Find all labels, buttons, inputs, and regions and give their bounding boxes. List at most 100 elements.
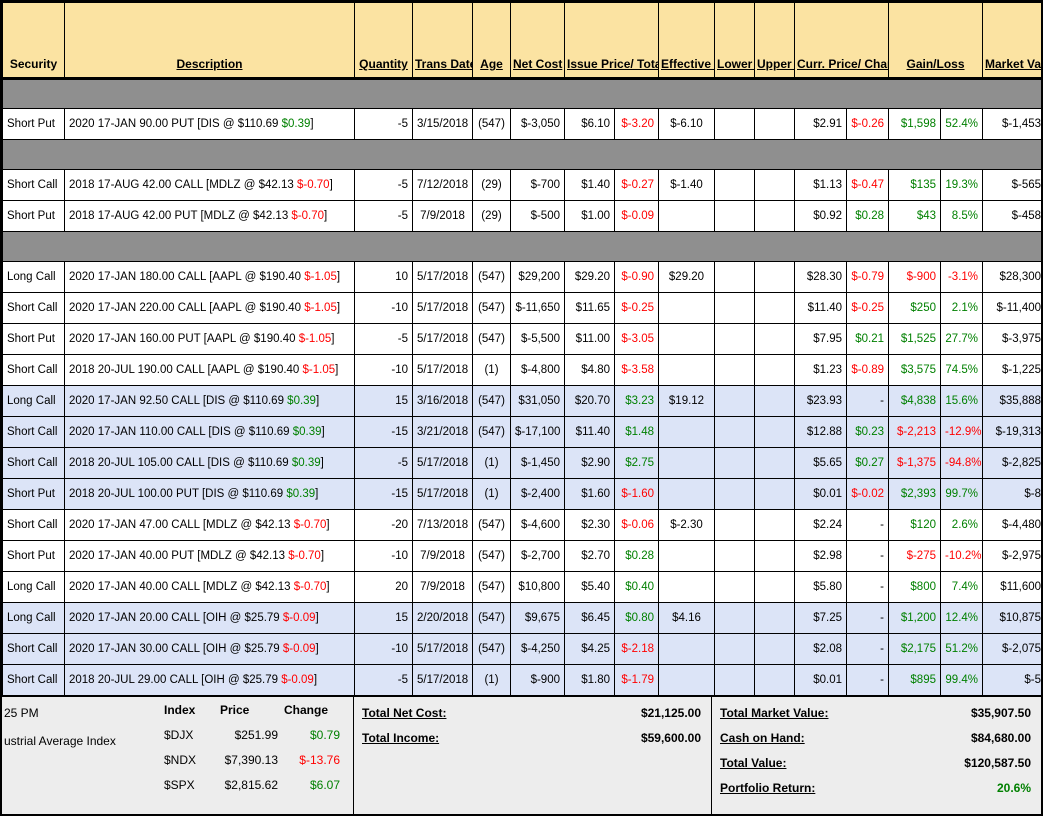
change-today-cell: $0.23	[846, 416, 889, 448]
trans-date-cell: 3/15/2018	[412, 108, 473, 140]
quantity-cell: -5	[354, 323, 413, 355]
curr-price-cell: $12.88	[794, 416, 847, 448]
net-cost-cell: $-900	[510, 664, 565, 696]
total-change-cell: $-2.18	[614, 633, 659, 665]
cost-summary-section: Total Net Cost: $21,125.00 Total Income:…	[354, 697, 712, 814]
position-row[interactable]: Short Call 2020 17-JAN 110.00 CALL [DIS …	[2, 416, 1041, 448]
effective-cost-cell: $-6.10	[658, 108, 715, 140]
lower-stop-limit-cell	[714, 509, 755, 541]
change-today-cell: $-0.25	[846, 292, 889, 324]
total-value-label: Total Value:	[720, 756, 787, 770]
position-row[interactable]: Short Call 2020 17-JAN 47.00 CALL [MDLZ …	[2, 509, 1041, 541]
position-row[interactable]: Short Put 2020 17-JAN 90.00 PUT [DIS @ $…	[2, 108, 1041, 140]
effective-cost-cell	[658, 571, 715, 603]
gain-pct-cell: 52.4%	[939, 108, 984, 140]
position-row[interactable]: Long Call 2020 17-JAN 40.00 CALL [MDLZ @…	[2, 571, 1041, 603]
age-cell: (547)	[472, 292, 511, 324]
col-header-effective-cost: Effective Cost /Shr	[658, 2, 715, 80]
curr-price-cell: $2.91	[794, 108, 847, 140]
description-cell: 2018 20-JUL 100.00 PUT [DIS @ $110.69 $0…	[64, 478, 355, 510]
total-income-value: $59,600.00	[640, 731, 701, 745]
change-today-cell: -	[846, 571, 889, 603]
market-value-cell: $-3,975	[982, 323, 1041, 355]
description-text: 2018 20-JUL 190.00 CALL [AAPL @ $190.40	[69, 364, 303, 376]
total-change-cell: $0.28	[614, 540, 659, 572]
gain-cell: $3,575	[888, 354, 941, 386]
portfolio-return-label: Portfolio Return:	[720, 781, 816, 795]
description-text: 2018 20-JUL 29.00 CALL [OIH @ $25.79	[69, 674, 282, 686]
upper-stop-limit-cell	[754, 323, 795, 355]
issue-price-cell: $1.60	[564, 478, 615, 510]
change-today-cell: $-0.26	[846, 108, 889, 140]
change-today-cell: -	[846, 509, 889, 541]
total-change-cell: $1.48	[614, 416, 659, 448]
description-text: 2018 20-JUL 105.00 CALL [DIS @ $110.69	[69, 457, 292, 469]
lower-stop-limit-cell	[714, 261, 755, 293]
position-row[interactable]: Long Call 2020 17-JAN 180.00 CALL [AAPL …	[2, 261, 1041, 293]
trans-date-cell: 3/16/2018	[412, 385, 473, 417]
position-row[interactable]: Short Put 2018 20-JUL 100.00 PUT [DIS @ …	[2, 478, 1041, 510]
net-cost-cell: $-2,400	[510, 478, 565, 510]
description-close-bracket: ]	[321, 426, 325, 438]
upper-stop-limit-cell	[754, 108, 795, 140]
age-cell: (547)	[472, 633, 511, 665]
total-change-cell: $0.40	[614, 571, 659, 603]
curr-price-cell: $1.13	[794, 169, 847, 201]
gain-pct-cell: 99.4%	[939, 664, 984, 696]
description-text: 2020 17-JAN 92.50 CALL [DIS @ $110.69	[69, 395, 288, 407]
upper-stop-limit-cell	[754, 447, 795, 479]
underlying-change-value: $0.39	[292, 426, 322, 438]
position-row[interactable]: Short Call 2018 20-JUL 29.00 CALL [OIH @…	[2, 664, 1041, 696]
total-change-cell: $-3.20	[614, 108, 659, 140]
position-row[interactable]: Long Call 2020 17-JAN 92.50 CALL [DIS @ …	[2, 385, 1041, 417]
change-today-cell: -	[846, 633, 889, 665]
change-today-cell: $0.28	[846, 200, 889, 232]
gain-cell: $135	[888, 169, 941, 201]
net-cost-cell: $29,200	[510, 261, 565, 293]
index-symbol: $NDX	[164, 753, 197, 767]
security-cell: Long Call	[2, 261, 65, 293]
position-row[interactable]: Short Put 2020 17-JAN 40.00 PUT [MDLZ @ …	[2, 540, 1041, 572]
description-text: 2020 17-JAN 40.00 CALL [MDLZ @ $42.13	[69, 581, 294, 593]
description-cell: 2020 17-JAN 180.00 CALL [AAPL @ $190.40 …	[64, 261, 355, 293]
issue-price-cell: $2.70	[564, 540, 615, 572]
effective-cost-cell	[658, 292, 715, 324]
gain-pct-cell: 74.5%	[939, 354, 984, 386]
issue-price-cell: $11.65	[564, 292, 615, 324]
cash-on-hand-value: $84,680.00	[970, 731, 1031, 745]
description-text: 2018 17-AUG 42.00 PUT [MDLZ @ $42.13	[69, 210, 292, 222]
description-text: 2020 17-JAN 90.00 PUT [DIS @ $110.69	[69, 118, 282, 130]
curr-price-cell: $23.93	[794, 385, 847, 417]
net-cost-cell: $-4,250	[510, 633, 565, 665]
curr-price-cell: $2.24	[794, 509, 847, 541]
description-cell: 2018 17-AUG 42.00 CALL [MDLZ @ $42.13 $-…	[64, 169, 355, 201]
position-row[interactable]: Short Call 2018 17-AUG 42.00 CALL [MDLZ …	[2, 169, 1041, 201]
description-close-bracket: ]	[326, 519, 330, 531]
effective-cost-cell: $29.20	[658, 261, 715, 293]
gain-pct-cell: 7.4%	[939, 571, 984, 603]
quantity-cell: -15	[354, 478, 413, 510]
age-cell: (547)	[472, 416, 511, 448]
change-today-cell: $0.21	[846, 323, 889, 355]
lower-stop-limit-cell	[714, 292, 755, 324]
gain-cell: $120	[888, 509, 941, 541]
age-cell: (29)	[472, 200, 511, 232]
position-row[interactable]: Short Put 2018 17-AUG 42.00 PUT [MDLZ @ …	[2, 200, 1041, 232]
position-row[interactable]: Short Call 2020 17-JAN 30.00 CALL [OIH @…	[2, 633, 1041, 665]
col-header-market-value: Market Value	[982, 2, 1041, 80]
index-change: $0.79	[309, 728, 340, 742]
description-text: 2020 17-JAN 180.00 CALL [AAPL @ $190.40	[69, 271, 305, 283]
net-cost-cell: $-500	[510, 200, 565, 232]
position-row[interactable]: Short Call 2018 20-JUL 190.00 CALL [AAPL…	[2, 354, 1041, 386]
position-row[interactable]: Short Put 2020 17-JAN 160.00 PUT [AAPL @…	[2, 323, 1041, 355]
position-row[interactable]: Short Call 2020 17-JAN 220.00 CALL [AAPL…	[2, 292, 1041, 324]
position-row[interactable]: Short Call 2018 20-JUL 105.00 CALL [DIS …	[2, 447, 1041, 479]
description-close-bracket: ]	[324, 210, 328, 222]
issue-price-cell: $11.40	[564, 416, 615, 448]
header-row: Security Description Quantity Trans Date…	[2, 2, 1041, 80]
trans-date-cell: 5/17/2018	[412, 478, 473, 510]
position-row[interactable]: Long Call 2020 17-JAN 20.00 CALL [OIH @ …	[2, 602, 1041, 634]
gain-pct-cell: -12.9%	[939, 416, 984, 448]
trans-date-cell: 7/13/2018	[412, 509, 473, 541]
upper-stop-limit-cell	[754, 540, 795, 572]
